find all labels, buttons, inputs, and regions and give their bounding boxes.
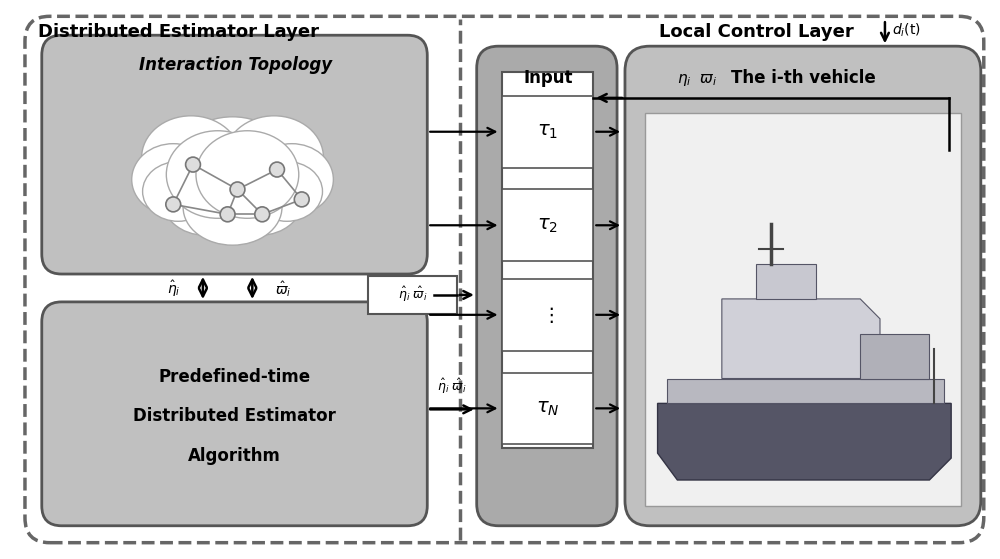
Circle shape	[186, 157, 200, 172]
Circle shape	[270, 162, 284, 177]
Text: $d_i$(t): $d_i$(t)	[892, 22, 921, 39]
Bar	[502, 190, 593, 261]
Ellipse shape	[161, 160, 248, 235]
Ellipse shape	[225, 116, 323, 200]
Text: $\eta_i$  $\varpi_i$: $\eta_i$ $\varpi_i$	[677, 72, 718, 88]
Text: The i-th vehicle: The i-th vehicle	[731, 69, 875, 87]
Text: Interaction Topology: Interaction Topology	[139, 56, 332, 74]
Circle shape	[294, 192, 309, 207]
Ellipse shape	[250, 144, 333, 215]
Bar	[368, 276, 457, 314]
FancyBboxPatch shape	[625, 46, 981, 526]
Text: Distributed Estimator Layer: Distributed Estimator Layer	[38, 23, 319, 41]
Bar	[645, 113, 961, 506]
Ellipse shape	[132, 144, 215, 215]
Ellipse shape	[173, 117, 292, 212]
FancyBboxPatch shape	[42, 35, 427, 274]
Ellipse shape	[251, 162, 322, 221]
FancyBboxPatch shape	[42, 302, 427, 526]
Text: $\tau_2$: $\tau_2$	[537, 216, 558, 235]
Text: Predefined-time: Predefined-time	[158, 367, 311, 386]
Polygon shape	[667, 378, 944, 404]
Ellipse shape	[217, 160, 304, 235]
Bar	[502, 279, 593, 350]
Text: Distributed Estimator: Distributed Estimator	[133, 408, 336, 425]
Circle shape	[255, 207, 270, 222]
Bar	[502, 72, 593, 448]
Text: Local Control Layer: Local Control Layer	[659, 23, 854, 41]
Text: $\hat{\eta}_i$ $\hat{\varpi}_i$: $\hat{\eta}_i$ $\hat{\varpi}_i$	[437, 377, 467, 396]
Ellipse shape	[196, 131, 299, 219]
Ellipse shape	[143, 162, 214, 221]
Text: $\vdots$: $\vdots$	[541, 305, 554, 325]
Polygon shape	[722, 299, 880, 378]
Circle shape	[230, 182, 245, 197]
Text: $\hat{\varpi}_i$: $\hat{\varpi}_i$	[275, 279, 291, 299]
Circle shape	[166, 197, 181, 212]
Ellipse shape	[142, 116, 240, 200]
Text: Input: Input	[523, 69, 573, 87]
Text: $\tau_N$: $\tau_N$	[536, 399, 560, 418]
Bar	[860, 334, 929, 378]
Text: $\hat{\eta}_i$: $\hat{\eta}_i$	[167, 279, 180, 299]
FancyBboxPatch shape	[477, 46, 617, 526]
Ellipse shape	[166, 131, 269, 219]
Bar	[502, 372, 593, 444]
Polygon shape	[658, 404, 951, 480]
Circle shape	[220, 207, 235, 222]
Text: $\hat{\eta}_i$ $\hat{\varpi}_i$: $\hat{\eta}_i$ $\hat{\varpi}_i$	[398, 286, 427, 305]
Bar	[502, 96, 593, 168]
Text: Algorithm: Algorithm	[188, 447, 281, 465]
Text: $\tau_1$: $\tau_1$	[537, 122, 558, 141]
Ellipse shape	[183, 169, 282, 245]
Bar	[756, 264, 816, 299]
